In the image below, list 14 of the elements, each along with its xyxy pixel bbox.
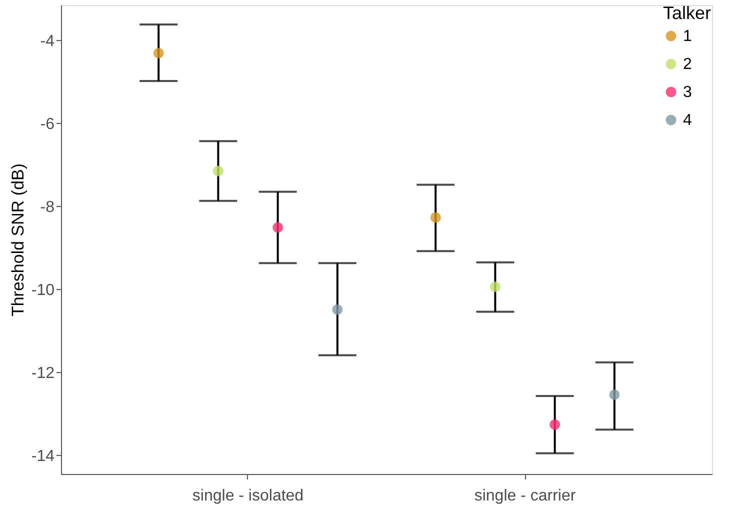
legend-label: 3 [683,84,692,101]
y-tick-label: -6 [40,116,55,133]
x-tick-label: single - isolated [192,488,304,504]
y-tick-label: -10 [31,282,55,299]
legend-label: 2 [683,56,692,73]
x-tick-label: single - carrier [474,488,576,504]
legend-label: 1 [683,28,692,45]
y-tick-label: -4 [40,32,55,50]
y-axis-title: Threshold SNR (dB) [8,163,28,317]
legend-title: Talker [663,3,712,23]
y-tick-label: -14 [31,448,55,465]
legend-label: 4 [683,112,692,129]
y-tick-label: -12 [31,364,55,382]
y-tick-label: -8 [40,198,55,216]
